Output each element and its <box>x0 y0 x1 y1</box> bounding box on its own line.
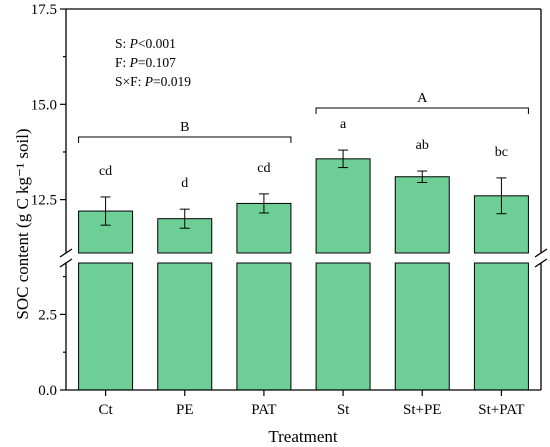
bar-upper-4 <box>394 176 450 254</box>
y-tick-label-3: 15.0 <box>31 97 57 113</box>
x-tick-label-4: St+PE <box>403 402 441 418</box>
axis-break-marks <box>59 248 548 268</box>
y-tick-label-0: 0.0 <box>38 383 57 399</box>
plot-frame <box>65 8 542 391</box>
letter-label-2: cd <box>257 161 270 176</box>
y-axis-label: SOC content (g C kg⁻¹ soil) <box>13 128 32 319</box>
y-tick-label-2: 12.5 <box>31 193 57 209</box>
group-bracket-label-0: B <box>180 120 189 135</box>
bar-lower-5 <box>473 262 529 391</box>
bar-lower-1 <box>157 262 213 391</box>
break-mark-lower-0 <box>59 258 73 268</box>
x-tick-label-5: St+PAT <box>478 402 524 418</box>
bar-upper-5 <box>473 195 529 254</box>
bar-lower-4 <box>394 262 450 391</box>
stats-line-2: S×F: P=0.019 <box>115 74 191 89</box>
bar-lower-2 <box>236 262 292 391</box>
stats-line-0: S: P<0.001 <box>115 36 176 51</box>
bars-group <box>78 158 529 391</box>
bar-upper-3 <box>315 158 371 254</box>
group-bracket-0 <box>78 136 292 143</box>
letter-label-5: bc <box>495 145 508 160</box>
stats-annotation: S: P<0.001 F: P=0.107 S×F: P=0.019 <box>115 36 191 89</box>
stats-line-1: F: P=0.107 <box>115 55 176 70</box>
letter-label-3: a <box>340 117 347 132</box>
x-tick-label-0: Ct <box>98 402 113 418</box>
letter-label-0: cd <box>99 164 112 179</box>
group-brackets: BA <box>78 91 529 143</box>
group-bracket-label-1: A <box>417 91 428 106</box>
letter-label-1: d <box>181 176 188 191</box>
error-bars-group <box>100 149 507 229</box>
group-bracket-1 <box>315 107 529 114</box>
y-tick-label-4: 17.5 <box>31 2 57 18</box>
bar-lower-3 <box>315 262 371 391</box>
x-axis-label: Treatment <box>268 427 338 446</box>
axis-ticks-group: Ct PE PAT St St+PE St+PAT 0.0 2.5 12.5 15.0 17.5 <box>31 2 525 418</box>
break-mark-upper-1 <box>534 248 548 258</box>
break-mark-upper-0 <box>59 248 73 258</box>
break-mark-lower-1 <box>534 258 548 268</box>
x-tick-label-1: PE <box>176 402 194 418</box>
y-tick-label-1: 2.5 <box>38 307 57 323</box>
letter-label-4: ab <box>416 138 429 153</box>
x-tick-label-2: PAT <box>251 402 276 418</box>
x-tick-label-3: St <box>337 402 350 418</box>
bar-lower-0 <box>78 262 134 391</box>
significance-letters-group: cd d cd a ab bc <box>99 117 508 191</box>
